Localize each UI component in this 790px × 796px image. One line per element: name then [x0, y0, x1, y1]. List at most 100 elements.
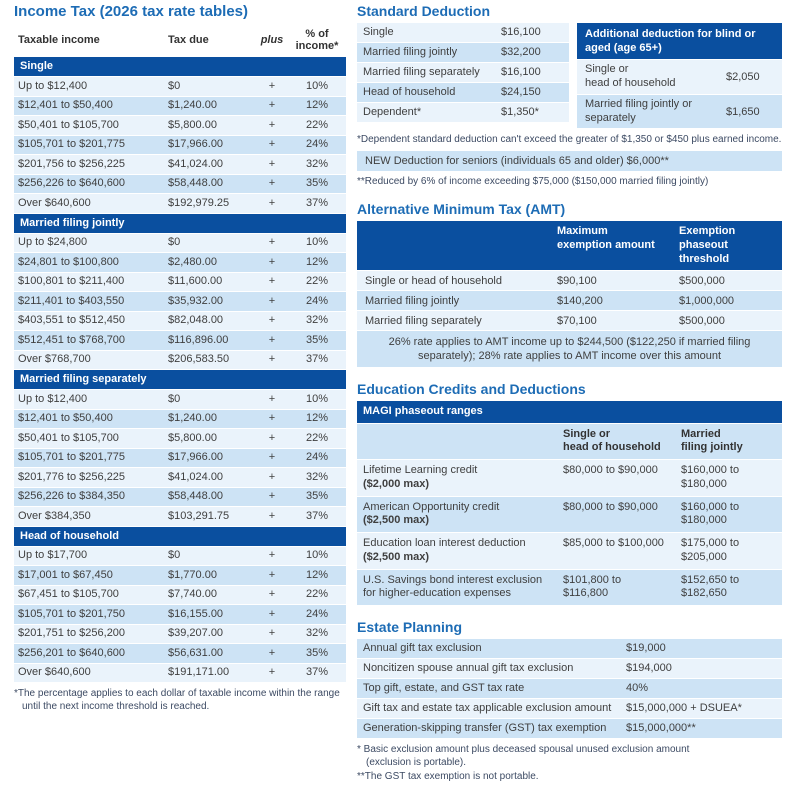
pct-cell: 12% [288, 252, 346, 273]
estate-item-value: $19,000 [626, 642, 666, 655]
plus-cell: + [256, 389, 288, 410]
estate-row: Generation-skipping transfer (GST) tax e… [357, 718, 782, 739]
additional-deduction-rows: Single or head of household $2,050 Married… [577, 60, 782, 130]
deduction-amount: $16,100 [501, 26, 541, 39]
col-max-exemption: Maximum exemption amount [549, 221, 671, 272]
pct-cell: 24% [288, 448, 346, 468]
pct-cell: 12% [288, 565, 346, 586]
married-range-cell: $152,650 to $182,650 [675, 569, 782, 607]
tax-due-cell: $1,240.00 [164, 409, 256, 429]
taxable-income-cell: $100,801 to $211,400 [14, 272, 164, 292]
tax-due-cell: $82,048.00 [164, 311, 256, 331]
tax-bracket-row: $256,201 to $640,600 $56,631.00 +35% [14, 643, 346, 664]
estate-item-value: $194,000 [626, 662, 672, 675]
deduction-amount: $24,150 [501, 86, 541, 99]
plus-cell: + [256, 154, 288, 175]
education-row: American Opportunity credit ($2,500 max) $… [357, 496, 782, 534]
plus-cell: + [256, 565, 288, 586]
deduction-amount: $32,200 [501, 46, 541, 59]
married-range-cell: $160,000 to $180,000 [675, 459, 782, 497]
pct-cell: 22% [288, 585, 346, 605]
estate-row: Top gift, estate, and GST tax rate 40% [357, 678, 782, 699]
income-tax-footnote: *The percentage applies to each dollar o… [14, 688, 340, 712]
taxable-income-cell: $211,401 to $403,550 [14, 291, 164, 312]
additional-deduction-row: Single or head of household $2,050 [577, 60, 782, 95]
pct-cell: 32% [288, 624, 346, 644]
plus-cell: + [256, 585, 288, 605]
plus-cell: + [256, 233, 288, 253]
tax-bracket-row: $211,401 to $403,550 $35,932.00 +24% [14, 291, 346, 312]
amt-table: Maximum exemption amount Exemption phase… [357, 221, 782, 369]
taxable-income-cell: $256,226 to $640,600 [14, 174, 164, 194]
taxable-income-cell: $12,401 to $50,400 [14, 409, 164, 429]
section-band-row: Head of household [14, 526, 346, 547]
tax-due-cell: $7,740.00 [164, 585, 256, 605]
estate-section: Estate Planning Annual gift tax exclusio… [357, 619, 782, 783]
amt-title: Alternative Minimum Tax (AMT) [357, 201, 566, 218]
col-married-jointly: Married filing jointly [675, 423, 782, 461]
standard-deduction-title: Standard Deduction [357, 3, 491, 19]
tax-bracket-row: $50,401 to $105,700 $5,800.00 +22% [14, 428, 346, 449]
pct-cell: 24% [288, 135, 346, 155]
col-phaseout-threshold: Exemption phaseout threshold [671, 221, 782, 272]
tax-bracket-row: $256,226 to $384,350 $58,448.00 +35% [14, 487, 346, 507]
pct-cell: 35% [288, 643, 346, 664]
section-band-label: Head of household [14, 526, 346, 547]
estate-item-label: Gift tax and estate tax applicable exclu… [363, 702, 612, 715]
plus-cell: + [256, 409, 288, 429]
education-item-label: U.S. Savings bond interest exclusion for… [363, 573, 543, 600]
pct-cell: 32% [288, 467, 346, 488]
filing-status-label: Dependent* [363, 106, 422, 119]
plus-cell: + [256, 76, 288, 97]
amt-exemption-cell: $140,200 [549, 290, 671, 312]
tax-due-cell: $39,207.00 [164, 624, 256, 644]
taxable-income-cell: Over $640,600 [14, 193, 164, 214]
plus-cell: + [256, 115, 288, 136]
taxable-income-cell: $50,401 to $105,700 [14, 428, 164, 449]
tax-due-cell: $16,155.00 [164, 604, 256, 625]
deduction-amount: $16,100 [501, 66, 541, 79]
tax-bracket-row: $105,701 to $201,775 $17,966.00 +24% [14, 448, 346, 468]
education-item-max: ($2,500 max) [363, 514, 430, 527]
taxable-income-cell: $105,701 to $201,775 [14, 448, 164, 468]
plus-cell: + [256, 546, 288, 566]
plus-cell: + [256, 174, 288, 194]
education-item-cell: Lifetime Learning credit ($2,000 max) [357, 459, 557, 497]
tax-due-cell: $2,480.00 [164, 252, 256, 273]
pct-cell: 24% [288, 291, 346, 312]
plus-cell: + [256, 663, 288, 683]
taxable-income-cell: $105,701 to $201,775 [14, 135, 164, 155]
estate-item-label: Generation-skipping transfer (GST) tax e… [363, 722, 607, 735]
standard-deduction-row: Dependent* $1,350* [357, 102, 569, 123]
tax-due-cell: $5,800.00 [164, 428, 256, 449]
tax-bracket-row: $17,001 to $67,450 $1,770.00 +12% [14, 565, 346, 586]
taxable-income-cell: $67,451 to $105,700 [14, 585, 164, 605]
tax-due-cell: $192,979.25 [164, 193, 256, 214]
estate-row: Annual gift tax exclusion $19,000 [357, 638, 782, 659]
plus-cell: + [256, 643, 288, 664]
tax-due-cell: $11,600.00 [164, 272, 256, 292]
tax-bracket-row: $100,801 to $211,400 $11,600.00 +22% [14, 272, 346, 292]
education-row: U.S. Savings bond interest exclusion for… [357, 569, 782, 607]
section-band-label: Single [14, 56, 346, 77]
filing-status-label: Single or head of household [585, 63, 676, 90]
col-taxable-income: Taxable income [14, 24, 164, 57]
pct-cell: 12% [288, 409, 346, 429]
additional-deduction-header: Additional deduction for blind or aged (… [577, 22, 782, 61]
amt-rate-note: 26% rate applies to AMT income up to $24… [357, 330, 782, 369]
magi-band-label: MAGI phaseout ranges [357, 400, 782, 424]
education-title: Education Credits and Deductions [357, 381, 586, 398]
plus-cell: + [256, 487, 288, 507]
pct-cell: 12% [288, 96, 346, 116]
education-item-label: Education loan interest deduction [363, 537, 526, 550]
amt-tbody: Single or head of household $90,100 $500,0… [357, 270, 782, 332]
education-row: Lifetime Learning credit ($2,000 max) $80,… [357, 459, 782, 497]
plus-cell: + [256, 428, 288, 449]
estate-row: Gift tax and estate tax applicable exclu… [357, 698, 782, 719]
tax-bracket-row: Up to $24,800 $0 +10% [14, 233, 346, 253]
estate-item-label: Annual gift tax exclusion [363, 642, 482, 655]
pct-cell: 10% [288, 389, 346, 410]
pct-cell: 32% [288, 154, 346, 175]
tax-bracket-row: $67,451 to $105,700 $7,740.00 +22% [14, 585, 346, 605]
